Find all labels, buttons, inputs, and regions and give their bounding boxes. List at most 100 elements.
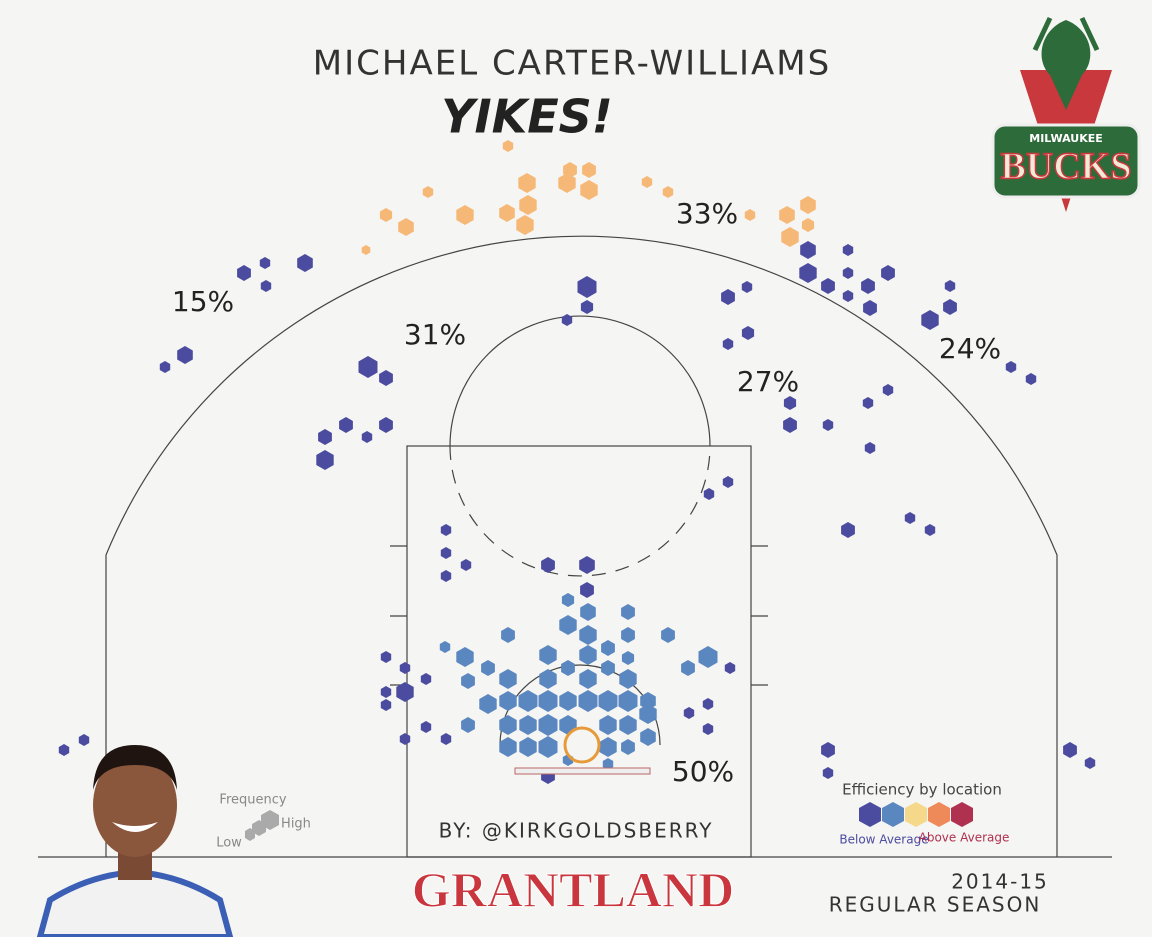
frequency-hexes [245, 810, 279, 841]
shot-hex [499, 691, 517, 711]
shot-hex [781, 227, 799, 247]
shot-hex [599, 737, 617, 757]
shot-hex [861, 278, 875, 294]
shot-hex [440, 547, 452, 559]
shot-hex [943, 299, 957, 315]
shot-hex [559, 615, 577, 635]
shot-hex [422, 186, 434, 198]
shot-hex [621, 604, 635, 620]
shot-hex [481, 660, 495, 676]
backboard [514, 767, 651, 775]
shot-hex [361, 431, 373, 443]
shot-hex [841, 522, 855, 538]
shot-hex [822, 767, 834, 779]
shot-hex [724, 662, 736, 674]
shot-hex [399, 733, 411, 745]
lane-marks [390, 545, 768, 686]
shot-hex [558, 173, 576, 193]
shot-hex [379, 370, 393, 386]
free-throw-circle-dashed [449, 445, 711, 577]
shot-hex [863, 300, 877, 316]
zone-label: 15% [172, 285, 234, 318]
shot-hex [924, 524, 936, 536]
shot-hex [78, 734, 90, 746]
shot-hex [801, 218, 815, 232]
shot-hex [541, 557, 555, 573]
title: MICHAEL CARTER-WILLIAMS [313, 44, 831, 84]
shot-hex [601, 660, 615, 676]
shot-hex [800, 241, 816, 259]
shot-hex [1005, 361, 1017, 373]
shot-hex [420, 721, 432, 733]
shot-hex [499, 204, 515, 222]
subtitle: YIKES! [441, 90, 613, 144]
shot-hex [783, 417, 797, 433]
frequency-low: Low [216, 836, 242, 851]
shot-hex [501, 627, 515, 643]
frequency-high: High [281, 817, 311, 832]
shot-hex [821, 278, 835, 294]
zone-label: 24% [939, 332, 1001, 365]
shot-hex [579, 669, 597, 689]
shot-hexes [58, 140, 1096, 784]
shot-hex [1084, 757, 1096, 769]
shot-hex [842, 244, 854, 256]
shot-hex [703, 488, 715, 500]
shot-hex [456, 647, 474, 667]
shot-hex [640, 692, 656, 710]
shot-hex [318, 429, 332, 445]
shot-hex [799, 263, 817, 283]
shot-hex [864, 442, 876, 454]
shot-hex [380, 651, 392, 663]
shot-hex [582, 162, 596, 178]
shot-hex [779, 206, 795, 224]
shot-hex [439, 641, 451, 653]
shot-hex [579, 556, 595, 574]
shot-hex [821, 742, 835, 758]
shot-hex [260, 280, 272, 292]
team-logo: MILWAUKEE BUCKS [991, 16, 1141, 212]
shot-hex [800, 196, 816, 214]
shot-hex [741, 281, 753, 293]
efficiency-above: Above Average [919, 831, 1010, 845]
shot-hex [499, 669, 517, 689]
shot-hex [578, 690, 598, 712]
shot-hex [619, 715, 637, 735]
shot-hex [237, 265, 251, 281]
shot-hex [499, 737, 517, 757]
shot-hex [398, 218, 414, 236]
shot-hex [698, 646, 718, 668]
shot-hex [577, 276, 597, 298]
shot-hex [602, 758, 614, 770]
shot-hex [456, 205, 474, 225]
efficiency-hexes [859, 802, 973, 827]
shot-hex [601, 640, 615, 656]
shot-hex [702, 698, 714, 710]
zone-label: 33% [676, 197, 738, 230]
efficiency-below: Below Average [839, 833, 928, 847]
shot-hex [538, 736, 558, 758]
shot-hex [580, 180, 598, 200]
efficiency-title: Efficiency by location [842, 781, 1002, 799]
shot-hex [783, 396, 797, 410]
shot-hex [519, 715, 537, 735]
shot-hex [502, 140, 514, 152]
shot-hex [518, 690, 538, 712]
season: 2014-15 [951, 870, 1049, 894]
shot-hex [639, 704, 657, 724]
shot-hex [580, 582, 594, 598]
shot-hex [559, 691, 577, 711]
shot-hex [519, 737, 537, 757]
player-photo [36, 745, 234, 937]
shot-hex [461, 717, 475, 733]
shot-hex [722, 476, 734, 488]
shot-hex [58, 744, 70, 756]
byline: BY: @KIRKGOLDSBERRY [439, 819, 714, 843]
shot-hex [361, 245, 371, 255]
shot-hex [661, 627, 675, 643]
shot-hex [519, 195, 537, 215]
shot-hex [460, 559, 472, 571]
shot-hex [440, 524, 452, 536]
shot-hex [842, 290, 854, 302]
court [38, 235, 1112, 858]
